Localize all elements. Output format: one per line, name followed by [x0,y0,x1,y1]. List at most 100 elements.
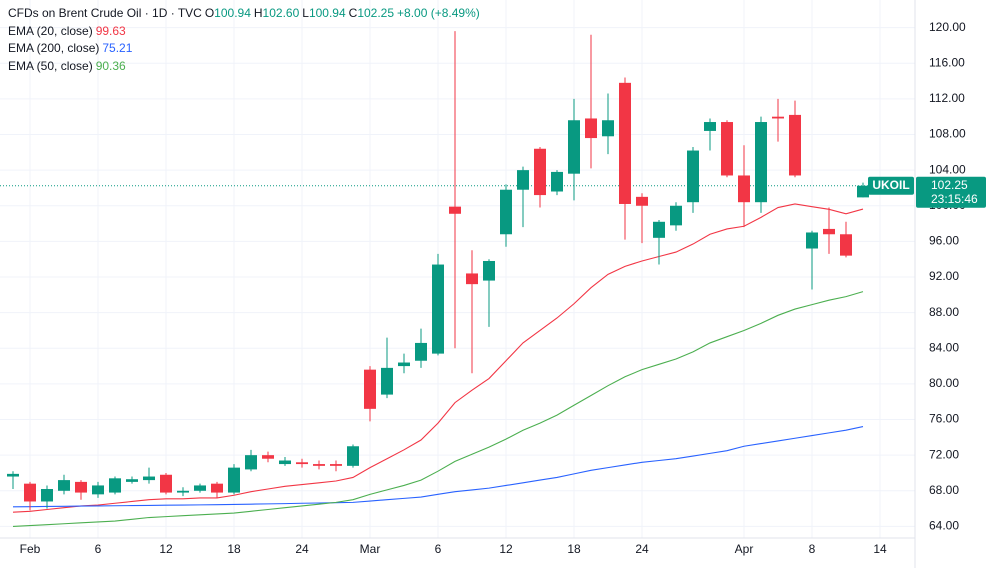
candle-body [160,474,172,493]
y-tick-label: 96.00 [929,234,959,248]
candle-body [653,221,665,238]
candle-body [143,476,155,481]
ohlc-value: 100.94 [308,6,346,20]
x-tick-label: 6 [435,542,442,556]
symbol-tag: UKOIL [872,178,909,192]
y-tick-label: 112.00 [929,91,965,105]
candle-body [364,369,376,409]
y-tick-label: 92.00 [929,269,959,283]
price-badge [916,176,986,208]
candle-body [704,122,716,131]
candle-body [619,82,631,204]
candle-body [721,122,733,176]
candle-body [330,464,342,466]
change-label: +8.00 (+8.49%) [397,6,480,20]
chart-title: CFDs on Brent Crude Oil · 1D · TVC [8,6,202,20]
y-tick-label: 76.00 [929,412,959,426]
countdown: 23:15:46 [931,192,978,206]
x-tick-label: Apr [735,542,754,556]
x-tick-label: 18 [227,542,241,556]
candle-body [398,362,410,367]
legend-row: EMA (20, close) 99.63 [8,23,483,41]
legend-entry: EMA (50, close) [8,58,93,73]
candle-body [466,273,478,285]
candle-body [7,473,19,477]
candle-body [500,189,512,235]
candle-body [262,455,274,459]
candle-body [313,464,325,466]
legend: CFDs on Brent Crude Oil · 1D · TVC O100.9… [8,5,483,75]
ema-line [12,291,864,527]
candle-body [177,490,189,493]
candle-body [296,462,308,465]
candle-body [432,264,444,354]
ohlc-key: C [348,6,358,20]
ohlc-value: 102.25 [357,6,395,20]
ohlc-value: 100.94 [214,6,251,20]
x-tick-label: 6 [95,542,102,556]
y-tick-label: 84.00 [929,340,959,354]
ohlc-item: C102.25 [349,6,397,20]
candle-body [670,205,682,226]
x-tick-label: 14 [873,542,887,556]
legend-entry: EMA (200, close) [8,41,100,55]
y-tick-label: 108.00 [929,127,966,141]
y-tick-label: 64.00 [929,519,959,533]
ohlc-item: H102.60 [254,6,302,20]
last-price-label: 102.25 [931,178,968,192]
candle-body [551,171,563,192]
y-tick-label: 120.00 [929,20,966,34]
candle-body [347,446,359,466]
ohlc-item: L100.94 [302,6,348,20]
candle-body [483,260,495,281]
candle-body [415,342,427,361]
legend-row: EMA (50, close) 90.36 [8,58,483,76]
ema-line [12,426,864,508]
candle-body [636,196,648,206]
x-tick-label: 24 [295,542,309,556]
candle-body [772,116,784,119]
candle-body [279,460,291,465]
candle-body [823,228,835,235]
symbol-badge [868,176,914,195]
ohlc-key: O [204,6,215,20]
x-tick-label: 12 [499,542,513,556]
candle-body [517,170,529,190]
y-tick-label: 72.00 [929,447,959,461]
candle-body [381,367,393,395]
candle-body [194,485,206,491]
legend-value: 99.63 [95,23,126,38]
candle-body [568,120,580,174]
candle-body [789,114,801,176]
legend-row: CFDs on Brent Crude Oil · 1D · TVC O100.9… [8,5,483,23]
candle-body [228,467,240,493]
legend-value: 75.21 [102,41,133,55]
y-tick-label: 88.00 [929,305,959,319]
candle-body [211,483,223,493]
legend-value: 90.36 [95,58,126,73]
y-tick-label: 104.00 [929,162,966,176]
y-tick-label: 68.00 [929,483,959,497]
x-tick-label: 18 [567,542,581,556]
x-tick-label: Mar [360,542,381,556]
candle-body [585,118,597,139]
candle-body [738,175,750,203]
candle-body [41,489,53,502]
candle-body [75,481,87,493]
candle-body [126,479,138,482]
candle-body [857,185,869,198]
legend-row: EMA (200, close) 75.21 [8,40,483,58]
candle-body [449,206,461,214]
ohlc-key: H [253,6,263,20]
x-tick-label: 8 [809,542,816,556]
candle-body [109,478,121,493]
candle-body [58,480,70,491]
candle-body [92,485,104,495]
ema-line [12,203,864,513]
candle-body [840,234,852,256]
candle-body [24,483,36,502]
y-tick-label: 80.00 [929,376,959,390]
candle-body [687,150,699,203]
